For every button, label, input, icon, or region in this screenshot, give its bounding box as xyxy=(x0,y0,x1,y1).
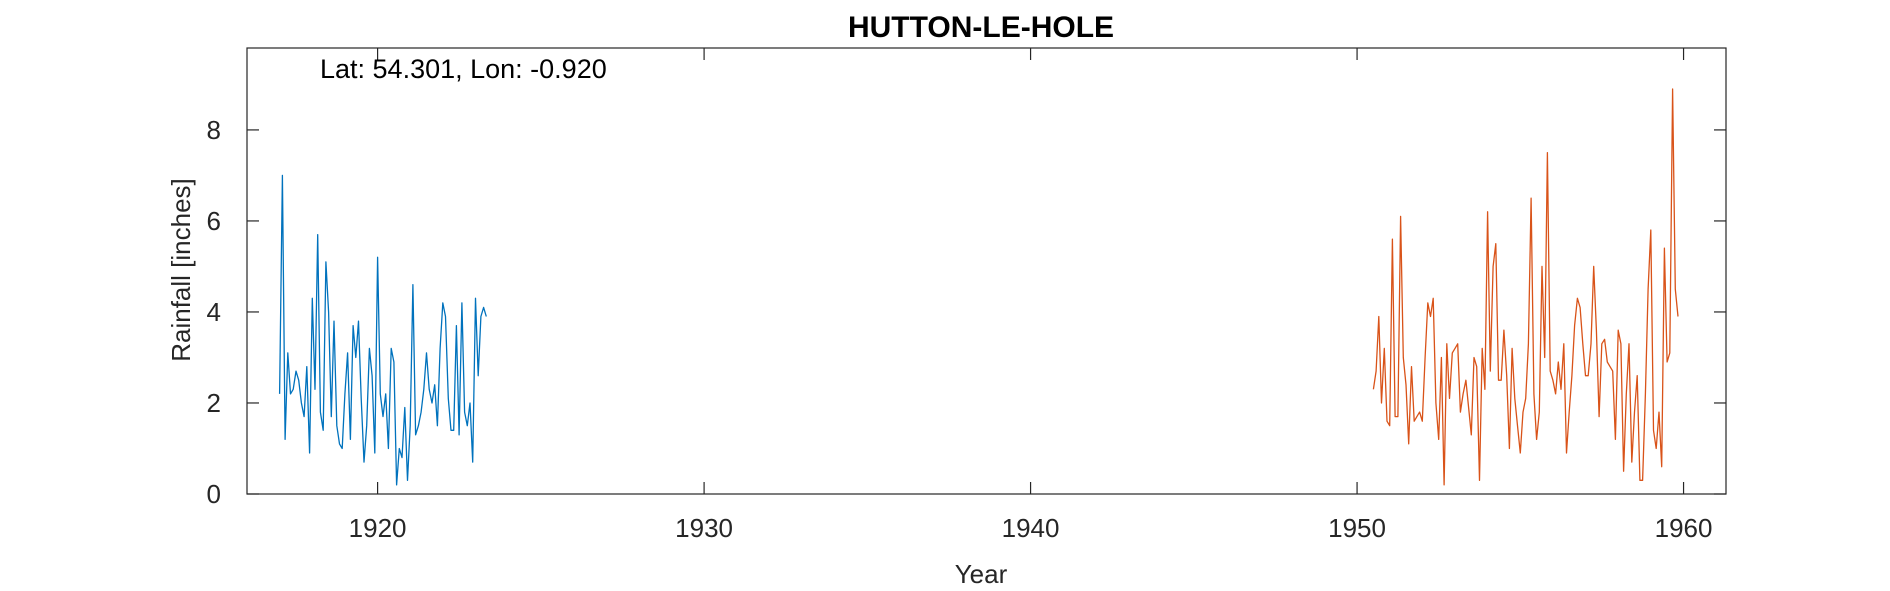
y-axis-label: Rainfall [inches] xyxy=(166,178,196,362)
x-tick-label: 1940 xyxy=(1002,513,1060,543)
series-line-1 xyxy=(278,174,487,486)
series-line-2 xyxy=(1372,88,1679,486)
x-tick-label: 1920 xyxy=(349,513,407,543)
series-layer xyxy=(278,88,1679,486)
x-tick-label: 1930 xyxy=(675,513,733,543)
x-tick-label: 1950 xyxy=(1328,513,1386,543)
y-axis: 0 2 4 6 8 xyxy=(207,115,1726,509)
plot-area xyxy=(246,47,1727,495)
plot-border xyxy=(246,47,1727,495)
y-tick-label: 6 xyxy=(207,206,221,236)
y-tick-label: 4 xyxy=(207,297,221,327)
location-annotation: Lat: 54.301, Lon: -0.920 xyxy=(320,54,607,84)
x-axis-label: Year xyxy=(955,559,1008,589)
y-tick-label: 8 xyxy=(207,115,221,145)
y-tick-label: 0 xyxy=(207,479,221,509)
x-tick-label: 1960 xyxy=(1655,513,1713,543)
chart-title: HUTTON-LE-HOLE xyxy=(848,11,1114,44)
x-axis: 1920 1930 1940 1950 1960 xyxy=(349,48,1713,543)
y-tick-label: 2 xyxy=(207,388,221,418)
